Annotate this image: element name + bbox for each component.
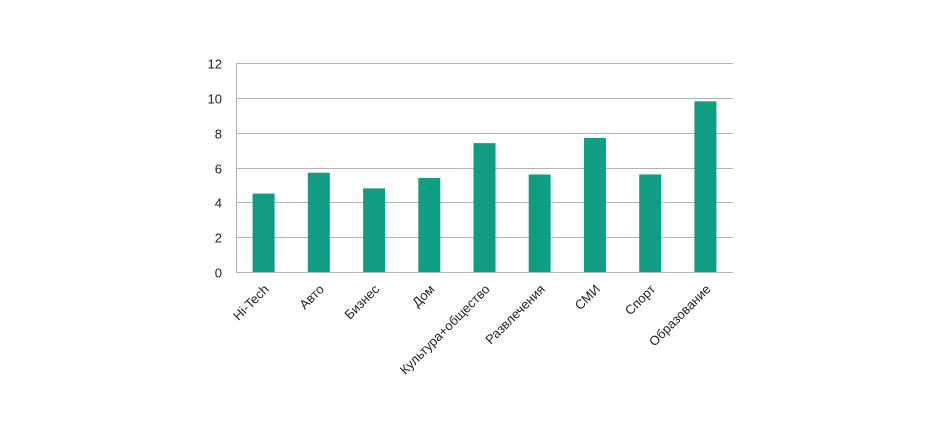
- x-tick-label: Hi-Tech: [230, 282, 272, 324]
- axes: [236, 63, 733, 273]
- bar-6: [583, 137, 606, 272]
- bar-5: [528, 174, 551, 272]
- x-tick-labels: Hi-Tech Авто Бизнес ДомКультура+обществоРаз…: [230, 281, 714, 377]
- y-tick-label: 10: [208, 92, 222, 107]
- bar-8: [694, 101, 717, 272]
- x-tick-label: Спорт: [622, 281, 658, 317]
- x-tick-label: Дом: [409, 281, 437, 309]
- y-tick-label: 2: [215, 231, 222, 246]
- bar-7: [639, 174, 662, 272]
- bar-0: [252, 193, 275, 272]
- bar-4: [473, 143, 496, 272]
- x-tick-label: СМИ: [572, 282, 603, 313]
- y-tick-label: 12: [208, 57, 222, 72]
- bars: [252, 101, 717, 272]
- y-tick-label: 6: [215, 162, 222, 177]
- x-tick-label: Развлечения: [482, 282, 548, 348]
- y-tick-label: 4: [215, 196, 222, 211]
- y-tick-labels: 0 2 4 6 8 10 12: [208, 57, 222, 281]
- x-tick-label: Бизнес: [341, 281, 382, 322]
- x-tick-label: Авто: [296, 282, 327, 313]
- y-tick-label: 0: [215, 266, 222, 281]
- y-tick-label: 8: [215, 127, 222, 142]
- bar-2: [363, 188, 386, 272]
- bar-1: [307, 172, 330, 272]
- bar-3: [418, 177, 441, 272]
